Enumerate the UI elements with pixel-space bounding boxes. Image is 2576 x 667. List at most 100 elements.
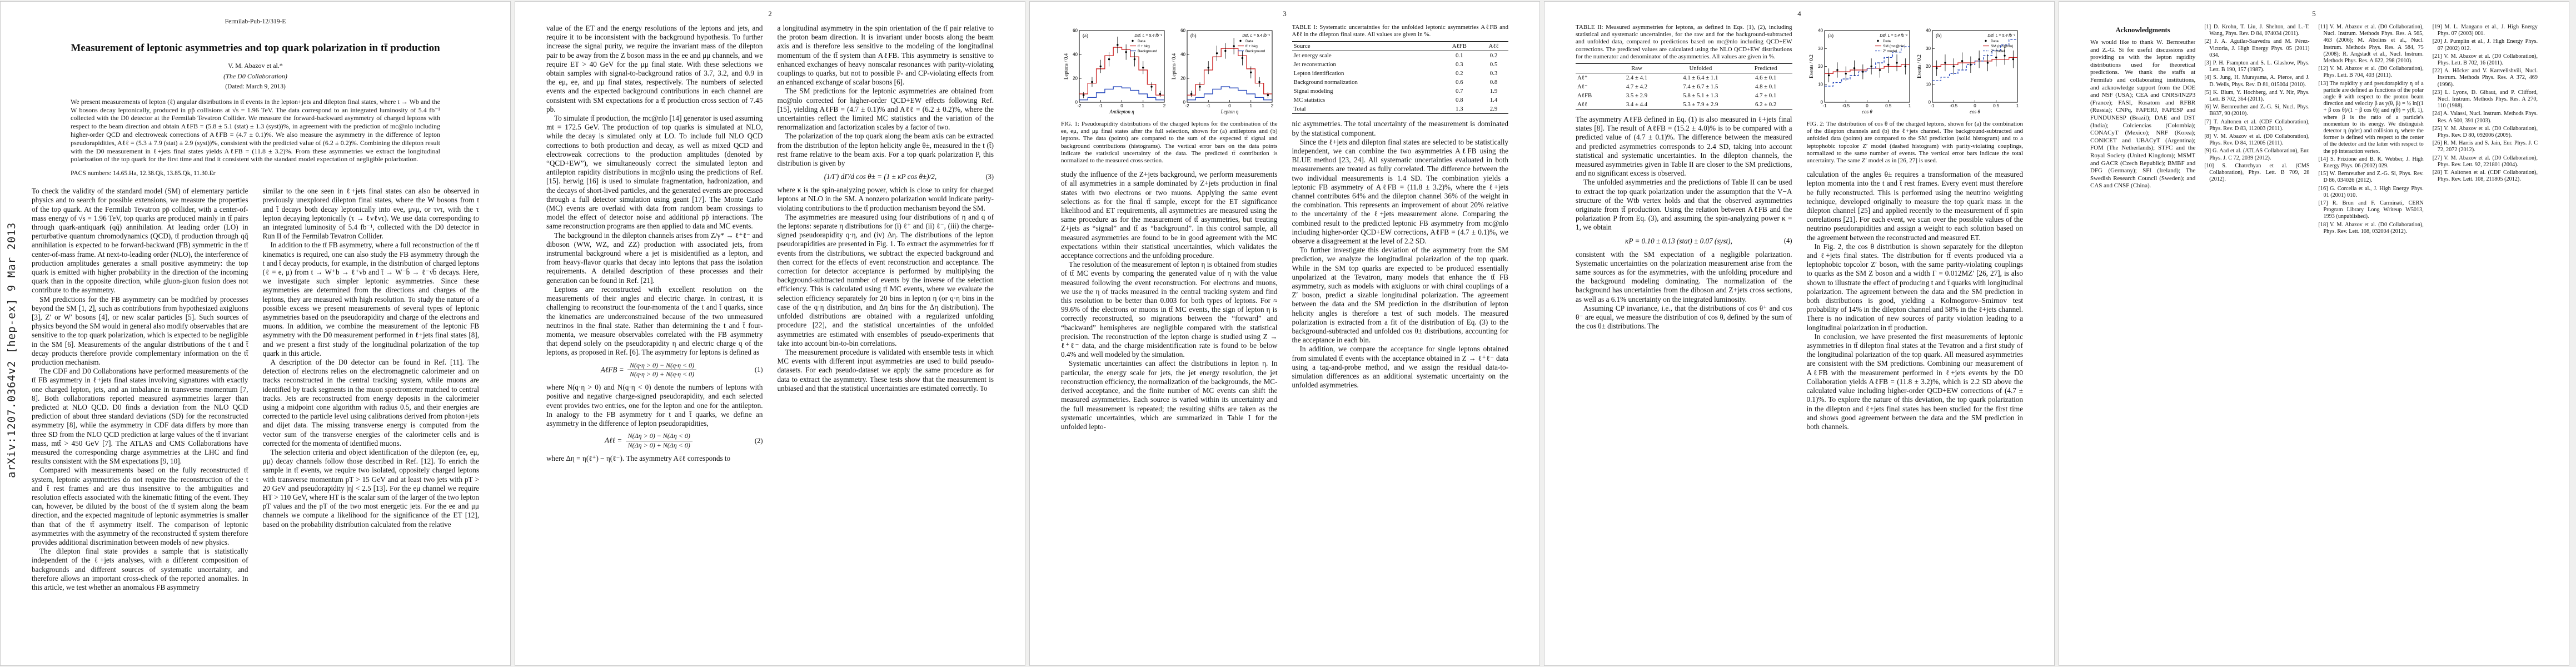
date-line: (Dated: March 9, 2013) bbox=[225, 83, 286, 90]
svg-text:(a): (a) bbox=[1083, 33, 1088, 38]
table-header: Unfolded bbox=[1689, 64, 1712, 72]
svg-text:20: 20 bbox=[1926, 64, 1931, 69]
body-paragraph: The background in the dilepton channels … bbox=[546, 231, 763, 285]
table-header: AℓFB bbox=[1452, 42, 1467, 49]
table-row: Aℓ⁻ 4.7 ± 4.2 7.4 ± 6.7 ± 1.5 4.8 ± 0.1 bbox=[1576, 82, 1792, 91]
display-equation: Aℓℓ = N(Δη > 0) − N(Δη < 0) N(Δη > 0) + N… bbox=[546, 432, 763, 450]
svg-text:40: 40 bbox=[1180, 52, 1185, 57]
table-cell: Total bbox=[1293, 105, 1306, 112]
equation-number: (2) bbox=[754, 436, 763, 445]
fraction-denominator: N(Δη > 0) + N(Δη < 0) bbox=[627, 441, 690, 449]
svg-text:Events / 0.2: Events / 0.2 bbox=[1916, 54, 1922, 78]
svg-text:60: 60 bbox=[1073, 28, 1078, 33]
table-header-row: Source AℓFB Aℓℓ bbox=[1292, 41, 1508, 51]
page-1-right-column: similar to the one seen in ℓ+jets final … bbox=[263, 187, 480, 651]
page-number: 2 bbox=[768, 9, 772, 18]
table-cell: 4.6 ± 0.1 bbox=[1755, 74, 1777, 81]
reference-entry: [7] T. Aaltonen et al. (CDF Collaboratio… bbox=[2204, 118, 2310, 132]
fraction-numerator: N(Δη > 0) − N(Δη < 0) bbox=[625, 432, 692, 441]
svg-text:20: 20 bbox=[1818, 64, 1823, 69]
svg-text:tt̄ + bkg: tt̄ + bkg bbox=[1245, 44, 1258, 48]
table-cell: Aℓ⁻ bbox=[1577, 83, 1588, 90]
table-cell: MC statistics bbox=[1293, 96, 1326, 103]
svg-text:-0.5: -0.5 bbox=[1842, 103, 1850, 108]
figure-panel-a: 0 10 20 30 40 -1 -0.5 0 0.5 1 (a) DØ, L = 5.4 fb⁻¹D… bbox=[1808, 28, 1911, 115]
table-cell: Jet reconstruction bbox=[1293, 61, 1336, 68]
table-row: Total 1.3 2.9 bbox=[1292, 104, 1508, 114]
reference-entry: [1] D. Krohn, T. Liu, J. Shelton, and L.… bbox=[2204, 24, 2310, 37]
figure-panel-a: 0 20 40 60 -2 -1 0 1 2 (a) DØ, L = 5.4 fb⁻¹Datatt̄… bbox=[1063, 28, 1166, 115]
body-paragraph: where κ is the spin-analyzing power, whi… bbox=[777, 186, 994, 212]
pacs-line: PACS numbers: 14.65.Ha, 12.38.Qk, 13.85.… bbox=[71, 170, 216, 177]
body-paragraph: value of the ET and the energy resolutio… bbox=[546, 24, 763, 113]
reference-entry: [28] T. Aaltonen et al. (CDF Collaborati… bbox=[2432, 170, 2538, 183]
svg-text:DØ, L = 5.4 fb⁻¹: DØ, L = 5.4 fb⁻¹ bbox=[1134, 34, 1162, 38]
table-cell: 3.4 ± 4.4 bbox=[1626, 101, 1648, 108]
body-paragraph: The asymmetry AℓFB defined in Eq. (1) is… bbox=[1576, 115, 1792, 178]
table-cell: 3.5 ± 2.9 bbox=[1626, 92, 1648, 99]
body-paragraph: The unfolded asymmetries and the predict… bbox=[1576, 178, 1792, 232]
table-cell: 0.8 bbox=[1489, 78, 1498, 86]
table-row: Aℓ⁺ 2.4 ± 4.1 4.1 ± 6.4 ± 1.1 4.6 ± 0.1 bbox=[1576, 73, 1792, 83]
equation-lhs: AℓFB = bbox=[600, 365, 626, 374]
reference-entry: [12] V. M. Abazov et al. (D0 Collaborati… bbox=[2318, 66, 2424, 79]
body-paragraph: Systematic uncertainties can affect the … bbox=[1061, 359, 1278, 431]
body-paragraph: consistent with the SM expectation of a … bbox=[1576, 250, 1792, 303]
page-2-right-column: a longitudinal asymmetry in the spin ori… bbox=[778, 24, 994, 651]
svg-text:0: 0 bbox=[1929, 100, 1931, 105]
svg-text:-2: -2 bbox=[1185, 103, 1189, 108]
page-4-left-column: TABLE II: Measured asymmetries for lepto… bbox=[1576, 24, 1792, 651]
svg-text:Data: Data bbox=[1245, 39, 1253, 43]
table-caption: TABLE I: Systematic uncertainties for th… bbox=[1292, 24, 1509, 38]
display-equation: κP = 0.10 ± 0.13 (stat) ± 0.07 (syst), (4… bbox=[1576, 237, 1792, 246]
svg-text:DØ, L = 5.4 fb⁻¹: DØ, L = 5.4 fb⁻¹ bbox=[1988, 34, 2016, 38]
table-row: AℓFB 3.5 ± 2.9 5.8 ± 5.1 ± 1.3 4.7 ± 0.1 bbox=[1576, 91, 1792, 100]
table-cell: 1.9 bbox=[1489, 87, 1498, 94]
page-number: 5 bbox=[2312, 9, 2316, 18]
page-5-body: Acknowledgments We would like to thank W… bbox=[2090, 24, 2538, 651]
svg-text:30: 30 bbox=[1818, 46, 1823, 51]
reference-entry: [26] R. M. Harris and S. Jain, Eur. Phys… bbox=[2432, 140, 2538, 153]
body-paragraph: Since the ℓ+jets and dilepton final stat… bbox=[1292, 137, 1509, 246]
figure-caption: FIG. 2: The distribution of cos θ of the… bbox=[1806, 121, 2024, 165]
svg-text:2: 2 bbox=[1163, 103, 1166, 108]
reference-entry: [23] L. Lyons, D. Gibaut, and P. Cliffor… bbox=[2432, 89, 2538, 109]
equation-number: (3) bbox=[985, 172, 994, 181]
equation-lhs: Aℓℓ = bbox=[605, 436, 624, 445]
body-paragraph: similar to the one seen in ℓ+jets final … bbox=[262, 187, 480, 241]
equation-fraction: N(Δη > 0) − N(Δη < 0) N(Δη > 0) + N(Δη < … bbox=[625, 432, 692, 450]
svg-text:Background: Background bbox=[1245, 49, 1265, 53]
body-paragraph: The polarization of the top quark along … bbox=[777, 132, 994, 168]
body-paragraph: Compared with measurements based on the … bbox=[32, 466, 248, 547]
fraction-denominator: N(q·η > 0) + N(q·η < 0) bbox=[629, 370, 695, 379]
body-paragraph: To check the validity of the standard mo… bbox=[32, 187, 248, 295]
page-1-left-column: To check the validity of the standard mo… bbox=[32, 187, 248, 651]
abstract-text: We present measurements of lepton (ℓ) an… bbox=[71, 97, 440, 163]
page-number: 4 bbox=[1797, 9, 1801, 18]
svg-text:Z′ model: Z′ model bbox=[1883, 49, 1897, 53]
table-cell: AℓFB bbox=[1577, 92, 1592, 99]
results-table: Source AℓFB Aℓℓ Jet energy scale 0.1 0.2 Jet r… bbox=[1292, 41, 1509, 114]
svg-text:DØ, L = 5.4 fb⁻¹: DØ, L = 5.4 fb⁻¹ bbox=[1242, 34, 1270, 38]
body-paragraph: In addition to the tt̄ FB asymmetry, whe… bbox=[262, 241, 480, 357]
svg-text:-0.5: -0.5 bbox=[1950, 103, 1958, 108]
svg-text:1: 1 bbox=[2016, 103, 2019, 108]
body-paragraph: Assuming CP invariance, i.e., that the d… bbox=[1576, 303, 1792, 331]
page-4: 4 TABLE II: Measured asymmetries for lep… bbox=[1544, 1, 2055, 666]
page-5: 5 Acknowledgments We would like to thank… bbox=[2059, 1, 2569, 666]
svg-text:40: 40 bbox=[1926, 28, 1931, 33]
reference-entry: [6] W. Bernreuther and Z.-G. Si, Nucl. P… bbox=[2204, 104, 2310, 117]
table-row: Lepton identification 0.2 0.3 bbox=[1292, 69, 1509, 78]
svg-text:0.5: 0.5 bbox=[1885, 103, 1892, 108]
svg-text:0: 0 bbox=[1866, 103, 1869, 108]
table-cell: Aℓℓ bbox=[1577, 101, 1588, 108]
page-2-body: value of the ET and the energy resolutio… bbox=[546, 24, 994, 651]
table-cell: Lepton identification bbox=[1293, 69, 1344, 77]
svg-text:0: 0 bbox=[1075, 100, 1078, 105]
reference-entry: [16] G. Corcella et al., J. High Energy … bbox=[2318, 185, 2424, 198]
reference-entry: [13] The rapidity y and pseudorapidity η… bbox=[2318, 80, 2424, 155]
body-paragraph: To further investigate this deviation of… bbox=[1292, 246, 1509, 345]
table-caption: TABLE II: Measured asymmetries for lepto… bbox=[1576, 24, 1792, 60]
body-paragraph: The resolution of the measurement of lep… bbox=[1061, 260, 1278, 359]
collaboration-line: (The D0 Collaboration) bbox=[223, 72, 287, 80]
